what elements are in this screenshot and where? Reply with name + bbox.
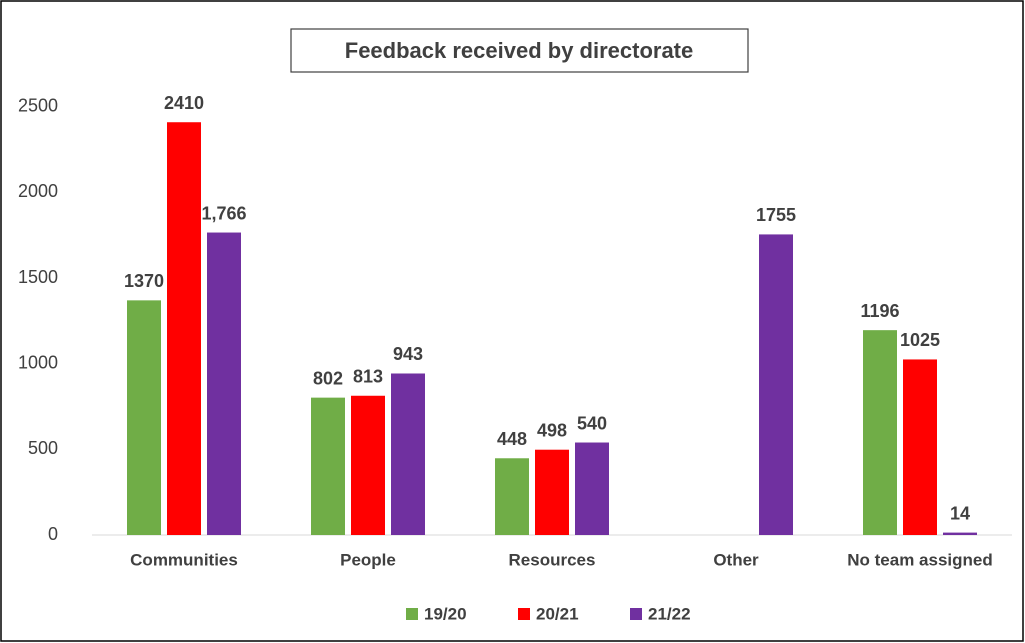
data-label: 540 <box>577 413 607 433</box>
data-label: 802 <box>313 368 343 388</box>
bar <box>207 232 241 536</box>
bar <box>167 122 201 535</box>
bar <box>863 330 897 535</box>
data-label: 448 <box>497 429 527 449</box>
bar <box>535 449 569 535</box>
y-tick-label: 0 <box>48 524 58 544</box>
data-label: 813 <box>353 367 383 387</box>
data-label: 1,766 <box>201 203 246 223</box>
bar <box>943 532 977 535</box>
bar <box>391 373 425 535</box>
legend-label: 19/20 <box>424 604 467 623</box>
x-tick-label: Resources <box>509 550 596 569</box>
y-tick-label: 2000 <box>18 181 58 201</box>
y-tick-label: 2500 <box>18 96 58 116</box>
legend-swatch <box>630 608 642 620</box>
x-tick-label: No team assigned <box>847 550 993 569</box>
bar <box>903 359 937 535</box>
x-tick-label: Other <box>713 550 759 569</box>
bar <box>311 397 345 535</box>
title-box <box>290 28 749 73</box>
bar <box>575 442 609 535</box>
bar <box>127 300 161 535</box>
legend-label: 21/22 <box>648 604 691 623</box>
data-label: 1370 <box>124 271 164 291</box>
data-label: 14 <box>950 503 970 523</box>
data-label: 2410 <box>164 93 204 113</box>
y-tick-label: 500 <box>28 438 58 458</box>
bar <box>495 458 529 535</box>
data-label: 1196 <box>860 301 899 321</box>
x-tick-label: People <box>340 550 396 569</box>
data-label: 1025 <box>900 330 940 350</box>
y-tick-label: 1500 <box>18 267 58 287</box>
legend-label: 20/21 <box>536 604 579 623</box>
y-tick-label: 1000 <box>18 352 58 372</box>
bar <box>351 395 385 535</box>
data-label: 1755 <box>756 205 796 225</box>
legend-swatch <box>518 608 530 620</box>
data-label: 943 <box>393 344 423 364</box>
legend-swatch <box>406 608 418 620</box>
data-label: 498 <box>537 420 567 440</box>
bar <box>759 234 793 535</box>
chart-title: Feedback received by directorate <box>345 38 694 63</box>
x-tick-label: Communities <box>130 550 238 569</box>
